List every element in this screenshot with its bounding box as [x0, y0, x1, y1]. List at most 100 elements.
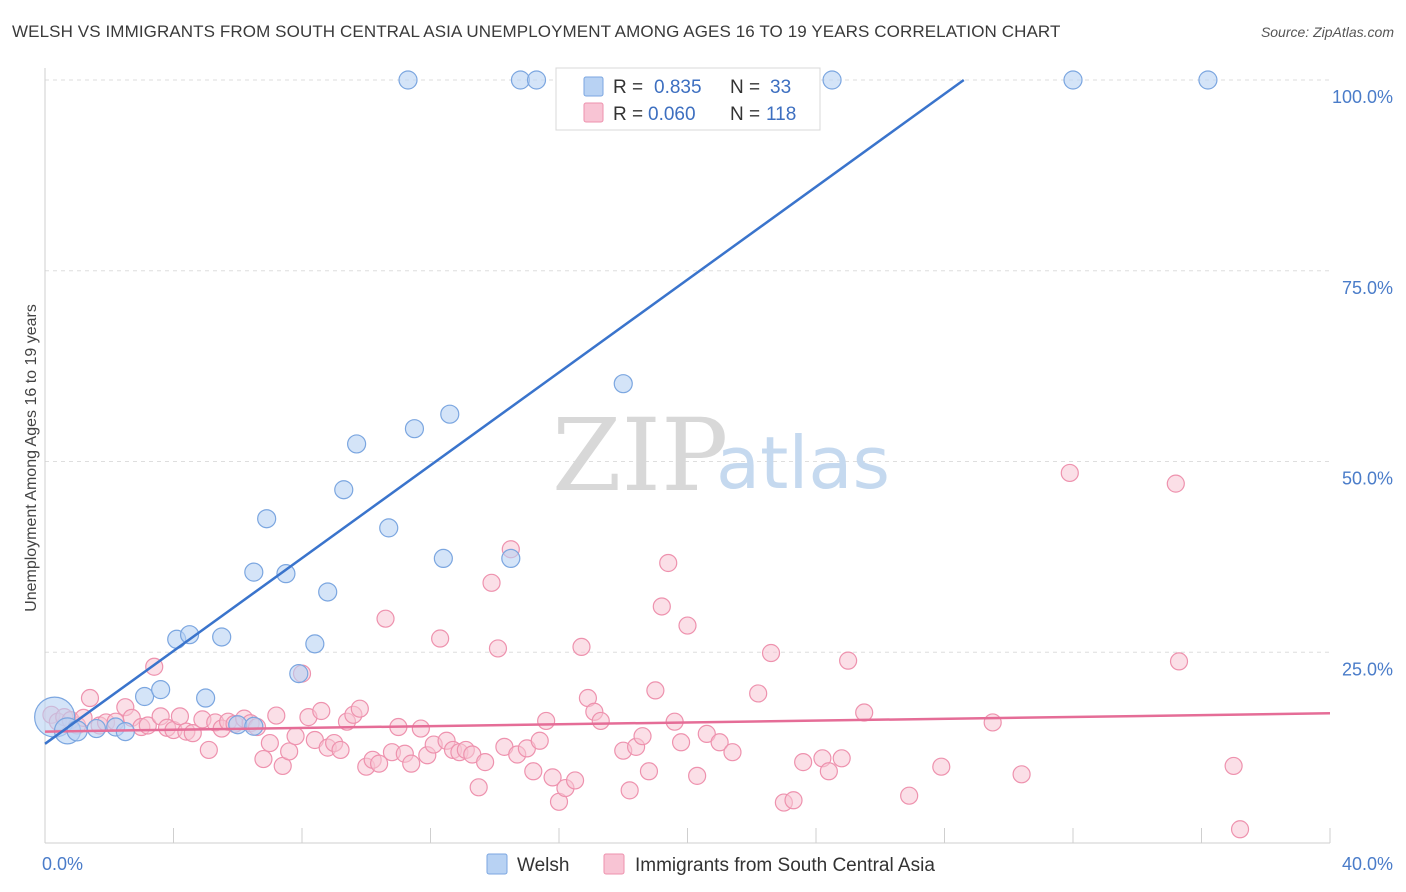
- immigrants-point: [652, 597, 671, 616]
- chart-title: WELSH VS IMMIGRANTS FROM SOUTH CENTRAL A…: [12, 22, 1061, 41]
- immigrants-point: [199, 740, 218, 760]
- legend-box: R = 0.835 N = 33 R = 0.060 N = 118: [555, 67, 821, 131]
- welsh-point: [86, 718, 107, 739]
- welsh-point: [347, 434, 367, 454]
- immigrants-point: [1224, 756, 1243, 776]
- immigrants-point: [932, 757, 951, 776]
- immigrants-point: [646, 681, 665, 700]
- immigrants-point: [565, 771, 585, 790]
- welsh-trend-line: [44, 78, 965, 745]
- immigrants-point: [983, 713, 1002, 732]
- welsh-point: [613, 374, 633, 394]
- legend-immigrants-n-label: N =: [730, 104, 760, 125]
- welsh-point: [212, 627, 232, 647]
- grid-lines: [45, 79, 1330, 653]
- x-tick-labels: 0.0% 40.0%: [42, 854, 1393, 874]
- immigrants-point: [633, 727, 652, 746]
- bottom-legend-immigrants-swatch: [603, 853, 625, 875]
- immigrants-point: [1169, 652, 1189, 671]
- welsh-point: [334, 480, 354, 500]
- x-tick-label-end: 40.0%: [1342, 854, 1393, 874]
- y-tick-label: 50.0%: [1342, 469, 1393, 489]
- immigrants-point: [170, 707, 190, 726]
- immigrants-point: [1060, 463, 1079, 483]
- welsh-point: [244, 562, 264, 582]
- y-tick-label: 25.0%: [1342, 659, 1393, 679]
- welsh-point: [276, 564, 296, 584]
- immigrants-point: [839, 651, 858, 670]
- welsh-point: [404, 419, 425, 439]
- immigrants-point: [1166, 474, 1185, 493]
- bottom-legend-welsh-swatch: [486, 853, 508, 875]
- immigrants-point: [312, 701, 331, 721]
- legend-welsh-r-label: R =: [613, 77, 643, 98]
- welsh-point: [433, 548, 453, 569]
- immigrants-point: [678, 616, 697, 635]
- legend-welsh-n-value: 33: [770, 77, 791, 98]
- immigrants-point: [620, 781, 639, 800]
- trend-lines: [44, 78, 1331, 745]
- immigrants-point: [286, 727, 305, 746]
- welsh-point: [257, 509, 277, 529]
- immigrants-point: [482, 573, 501, 592]
- welsh-point: [305, 634, 325, 654]
- y-axis-label: Unemployment Among Ages 16 to 19 years: [23, 304, 40, 612]
- welsh-point: [1063, 70, 1083, 90]
- welsh-point: [179, 625, 200, 645]
- welsh-point: [379, 518, 399, 538]
- welsh-point: [398, 70, 418, 90]
- immigrants-point: [402, 754, 421, 773]
- welsh-point: [196, 688, 216, 708]
- legend-welsh-r-value: 0.835: [654, 77, 702, 98]
- immigrants-point: [710, 733, 729, 752]
- legend-welsh-swatch: [583, 76, 604, 97]
- legend-immigrants-swatch: [583, 102, 604, 123]
- immigrants-point: [476, 753, 495, 772]
- bottom-legend: Welsh Immigrants from South Central Asia: [486, 853, 935, 876]
- immigrants-point: [524, 762, 543, 781]
- source-credit: Source: ZipAtlas.com: [1260, 24, 1394, 40]
- welsh-point: [134, 686, 155, 707]
- immigrants-point: [688, 766, 707, 785]
- y-tick-label: 100.0%: [1332, 87, 1393, 107]
- immigrants-point: [855, 703, 874, 722]
- immigrants-point: [639, 762, 659, 781]
- x-tick-label-start: 0.0%: [42, 854, 83, 874]
- legend-welsh-n-label: N =: [730, 77, 760, 98]
- immigrants-point: [794, 753, 813, 772]
- immigrants-point: [832, 749, 851, 768]
- immigrants-point: [469, 778, 488, 797]
- immigrants-point: [488, 639, 508, 658]
- legend-immigrants-r-label: R =: [613, 104, 643, 125]
- welsh-point: [318, 582, 338, 602]
- immigrants-point: [331, 740, 350, 760]
- immigrants-point: [280, 742, 299, 761]
- immigrants-point: [572, 637, 591, 657]
- welsh-point: [228, 715, 248, 735]
- immigrants-point: [1012, 765, 1031, 784]
- immigrants-point: [370, 754, 389, 773]
- immigrants-point: [761, 643, 781, 663]
- immigrants-point: [260, 733, 279, 753]
- welsh-point: [440, 404, 460, 424]
- bottom-legend-immigrants-label: Immigrants from South Central Asia: [635, 855, 935, 876]
- immigrants-point: [591, 711, 610, 731]
- immigrants-point: [543, 768, 562, 787]
- immigrants-point: [267, 706, 286, 725]
- y-tick-label: 75.0%: [1342, 278, 1393, 298]
- welsh-point: [1198, 70, 1218, 90]
- welsh-point: [151, 680, 171, 700]
- immigrants-point: [530, 731, 549, 750]
- immigrants-points: [42, 463, 1250, 839]
- immigrants-point: [784, 791, 803, 810]
- legend-immigrants-n-value: 118: [766, 104, 796, 125]
- legend-immigrants-r-value: 0.060: [648, 104, 696, 125]
- immigrants-point: [659, 553, 678, 573]
- immigrants-point: [900, 786, 919, 805]
- immigrants-point: [1230, 820, 1250, 839]
- immigrants-point: [537, 711, 556, 731]
- welsh-point: [244, 716, 264, 736]
- welsh-point: [510, 70, 531, 90]
- immigrants-point: [697, 724, 716, 743]
